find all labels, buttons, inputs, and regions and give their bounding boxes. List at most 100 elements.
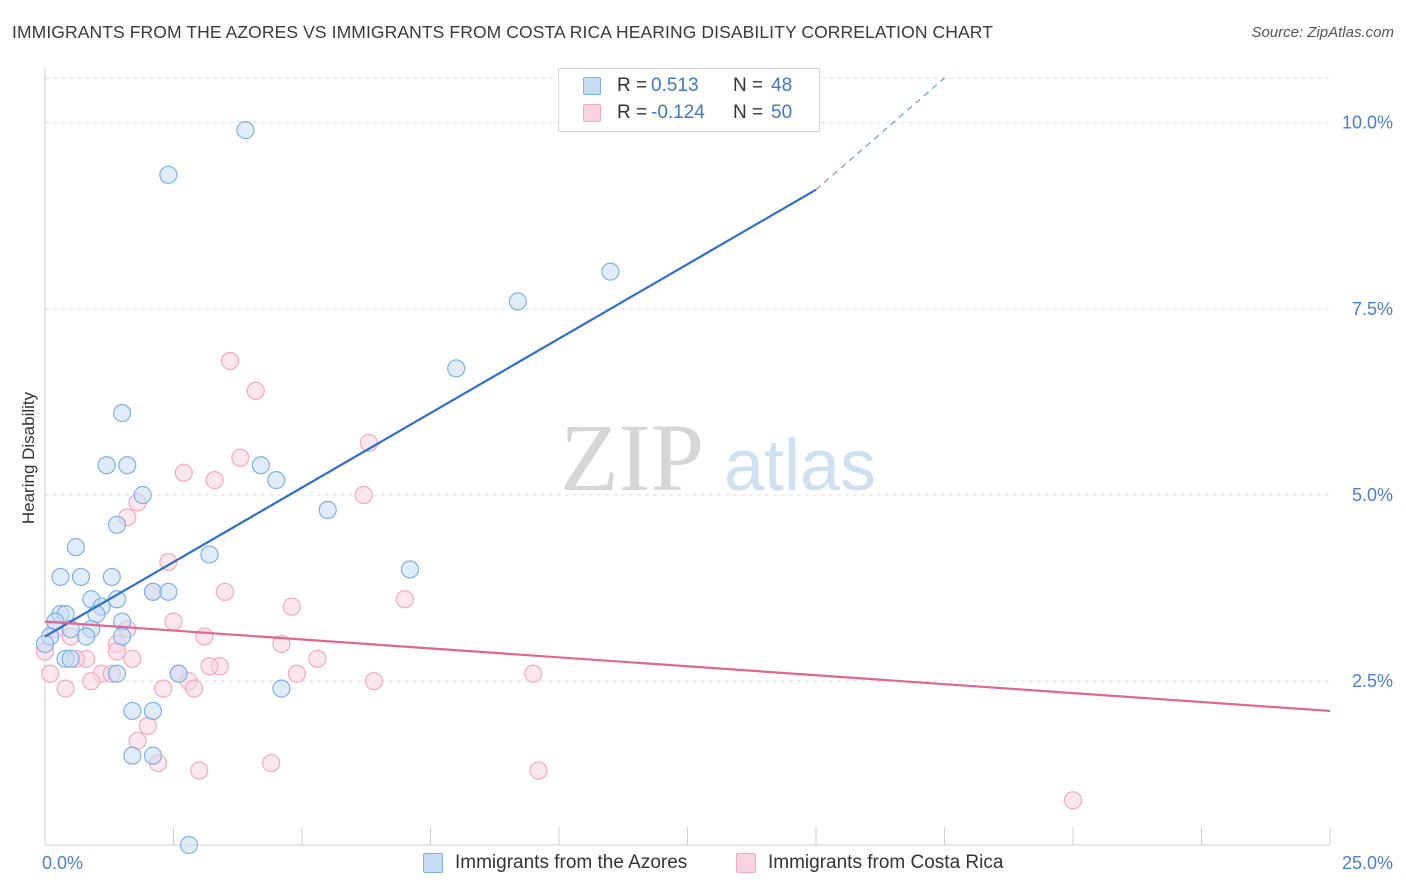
azores-point-12	[107, 515, 127, 534]
azores-point-42	[123, 746, 142, 765]
legend-row-costa-rica: R = -0.124 N = 50	[583, 101, 792, 125]
azores-point-6	[97, 456, 116, 475]
x-tick-label-1: 25.0%	[1342, 853, 1393, 873]
costa-rica-point-0	[220, 351, 240, 371]
azores-point-43	[143, 746, 163, 765]
chart-title: IMMIGRANTS FROM THE AZORES VS IMMIGRANTS…	[12, 22, 993, 42]
azores-point-0	[236, 121, 255, 140]
azores-trend-line	[44, 188, 817, 638]
source-credit: Source: ZipAtlas.com	[1251, 24, 1394, 41]
y-tick-label-1: 5.0%	[1352, 485, 1393, 505]
costa-rica-point-18	[195, 627, 214, 646]
tick-labels: 2.5% 5.0% 7.5% 10.0% 0.0% 25.0%	[42, 113, 1393, 873]
costa-rica-point-3	[231, 448, 250, 467]
costa-rica-trend-line	[44, 620, 1331, 713]
costa-rica-n-label: N =	[733, 102, 764, 123]
costa-rica-swatch-icon	[583, 104, 601, 122]
azores-point-39	[272, 679, 291, 698]
azores-point-36	[61, 649, 80, 668]
series-legend: Immigrants from the Azores Immigrants fr…	[0, 852, 1406, 878]
costa-rica-point-39	[154, 679, 173, 698]
costa-rica-point-40	[184, 679, 204, 698]
legend-item-azores: Immigrants from the Azores	[423, 852, 687, 874]
azores-n-label: N =	[733, 75, 764, 96]
watermark-zip: ZIP	[560, 404, 704, 511]
x-tick-label-0: 0.0%	[42, 853, 83, 873]
costa-rica-point-33	[41, 664, 60, 683]
grid	[45, 77, 1330, 682]
azores-point-40	[123, 701, 142, 721]
costa-rica-point-12	[395, 590, 414, 609]
azores-point-34	[35, 634, 55, 654]
costa-rica-point-47	[1063, 791, 1083, 810]
costa-rica-point-25	[123, 649, 142, 668]
costa-rica-point-37	[364, 672, 384, 691]
costa-rica-r-label: R =	[617, 102, 648, 123]
azores-point-44	[179, 835, 199, 855]
azores-r-value: 0.513	[651, 75, 699, 96]
watermark-atlas: atlas	[724, 426, 876, 506]
legend-label-azores: Immigrants from the Azores	[455, 852, 688, 873]
trend-lines	[44, 77, 1331, 713]
costa-rica-point-46	[529, 761, 548, 780]
costa-rica-point-1	[246, 381, 265, 400]
azores-point-15	[51, 567, 70, 587]
costa-rica-point-29	[287, 664, 306, 683]
y-tick-label-3: 10.0%	[1342, 113, 1393, 133]
azores-point-8	[251, 456, 270, 475]
azores-point-3	[508, 292, 527, 311]
azores-point-1	[159, 165, 178, 184]
costa-rica-point-34	[82, 672, 101, 691]
azores-point-32	[77, 627, 96, 646]
azores-swatch-icon	[583, 77, 601, 95]
azores-legend-swatch-icon	[423, 853, 443, 873]
legend-row-azores: R = 0.513 N = 48	[583, 74, 792, 98]
y-axis-label: Hearing Disability	[19, 391, 38, 524]
azores-point-17	[102, 567, 121, 587]
azores-point-14	[200, 545, 219, 564]
azores-point-9	[267, 471, 286, 490]
azores-point-13	[66, 538, 85, 557]
costa-rica-point-6	[354, 485, 373, 505]
costa-rica-point-45	[190, 761, 209, 780]
watermark: ZIP atlas	[560, 404, 876, 511]
costa-rica-point-11	[215, 582, 234, 601]
costa-rica-point-4	[174, 463, 193, 482]
azores-point-20	[159, 582, 178, 601]
azores-r-label: R =	[617, 75, 648, 96]
series-azores	[35, 121, 620, 855]
legend-item-costa-rica: Immigrants from Costa Rica	[736, 852, 1003, 874]
azores-point-5	[112, 403, 132, 423]
costa-rica-r-value: -0.124	[651, 102, 705, 123]
azores-point-37	[169, 664, 188, 683]
azores-point-7	[118, 456, 137, 475]
azores-point-4	[447, 359, 466, 378]
costa-rica-point-32	[524, 664, 543, 683]
azores-point-11	[318, 500, 337, 520]
azores-point-38	[107, 664, 127, 683]
costa-rica-point-5	[205, 471, 224, 490]
azores-point-41	[143, 701, 163, 721]
costa-rica-point-38	[56, 679, 75, 698]
costa-rica-point-28	[200, 657, 219, 676]
azores-point-33	[112, 627, 132, 646]
costa-rica-point-44	[262, 753, 281, 773]
azores-point-10	[133, 485, 152, 505]
stats-legend: R = 0.513 N = 48 R = -0.124 N = 50	[558, 68, 820, 132]
azores-point-18	[400, 560, 420, 579]
costa-rica-legend-swatch-icon	[736, 853, 756, 873]
costa-rica-point-14	[164, 612, 183, 631]
azores-point-16	[71, 567, 91, 587]
azores-point-2	[601, 262, 620, 281]
azores-trend-extension	[815, 77, 945, 191]
costa-rica-point-23	[308, 649, 327, 668]
azores-n-value: 48	[771, 75, 793, 96]
costa-rica-point-13	[282, 597, 301, 616]
y-tick-label-2: 7.5%	[1352, 299, 1393, 319]
costa-rica-n-value: 50	[771, 102, 793, 123]
y-tick-label-0: 2.5%	[1352, 671, 1393, 691]
axes	[44, 68, 1331, 846]
series-costa-rica	[35, 351, 1083, 810]
azores-point-19	[143, 582, 163, 601]
